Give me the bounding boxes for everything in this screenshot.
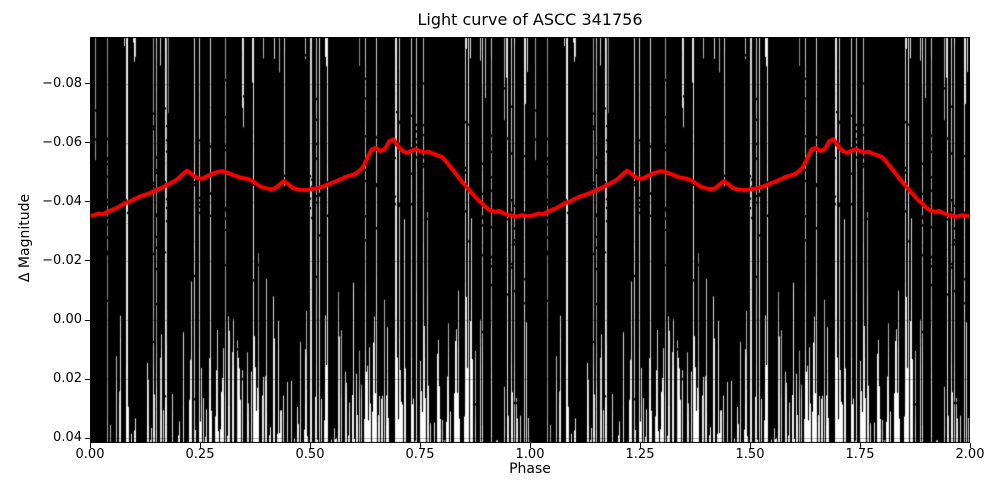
y-tick-label: −0.06 — [42, 134, 82, 150]
x-tick-label: 0.25 — [185, 447, 215, 462]
x-tick-mark — [639, 443, 641, 448]
x-tick-label: 1.75 — [845, 447, 875, 462]
x-tick-mark — [419, 443, 421, 448]
x-tick-label: 0.50 — [295, 447, 325, 462]
y-tick-label: −0.08 — [42, 75, 82, 91]
x-tick-label: 1.00 — [515, 447, 545, 462]
y-tick-mark — [85, 378, 90, 380]
x-tick-mark — [969, 443, 971, 448]
x-tick-label: 0.00 — [75, 447, 105, 462]
chart-title: Light curve of ASCC 341756 — [417, 10, 643, 29]
y-tick-mark — [85, 319, 90, 321]
y-tick-mark — [85, 260, 90, 262]
x-tick-label: 2.00 — [955, 447, 985, 462]
x-tick-label: 1.50 — [735, 447, 765, 462]
y-tick-label: −0.02 — [42, 252, 82, 268]
y-tick-mark — [85, 83, 90, 85]
x-tick-mark — [749, 443, 751, 448]
x-axis-label: Phase — [509, 461, 551, 477]
y-tick-label: −0.04 — [42, 193, 82, 209]
x-tick-label: 1.25 — [625, 447, 655, 462]
plot-area-canvas — [90, 37, 970, 443]
y-tick-mark — [85, 201, 90, 203]
y-tick-label: 0.04 — [53, 430, 82, 445]
x-tick-mark — [529, 443, 531, 448]
y-tick-label: 0.00 — [53, 312, 82, 327]
x-tick-mark — [199, 443, 201, 448]
x-tick-label: 0.75 — [405, 447, 435, 462]
x-tick-mark — [309, 443, 311, 448]
x-tick-mark — [89, 443, 91, 448]
y-tick-mark — [85, 437, 90, 439]
x-tick-mark — [859, 443, 861, 448]
y-tick-label: 0.02 — [53, 371, 82, 386]
y-tick-mark — [85, 142, 90, 144]
